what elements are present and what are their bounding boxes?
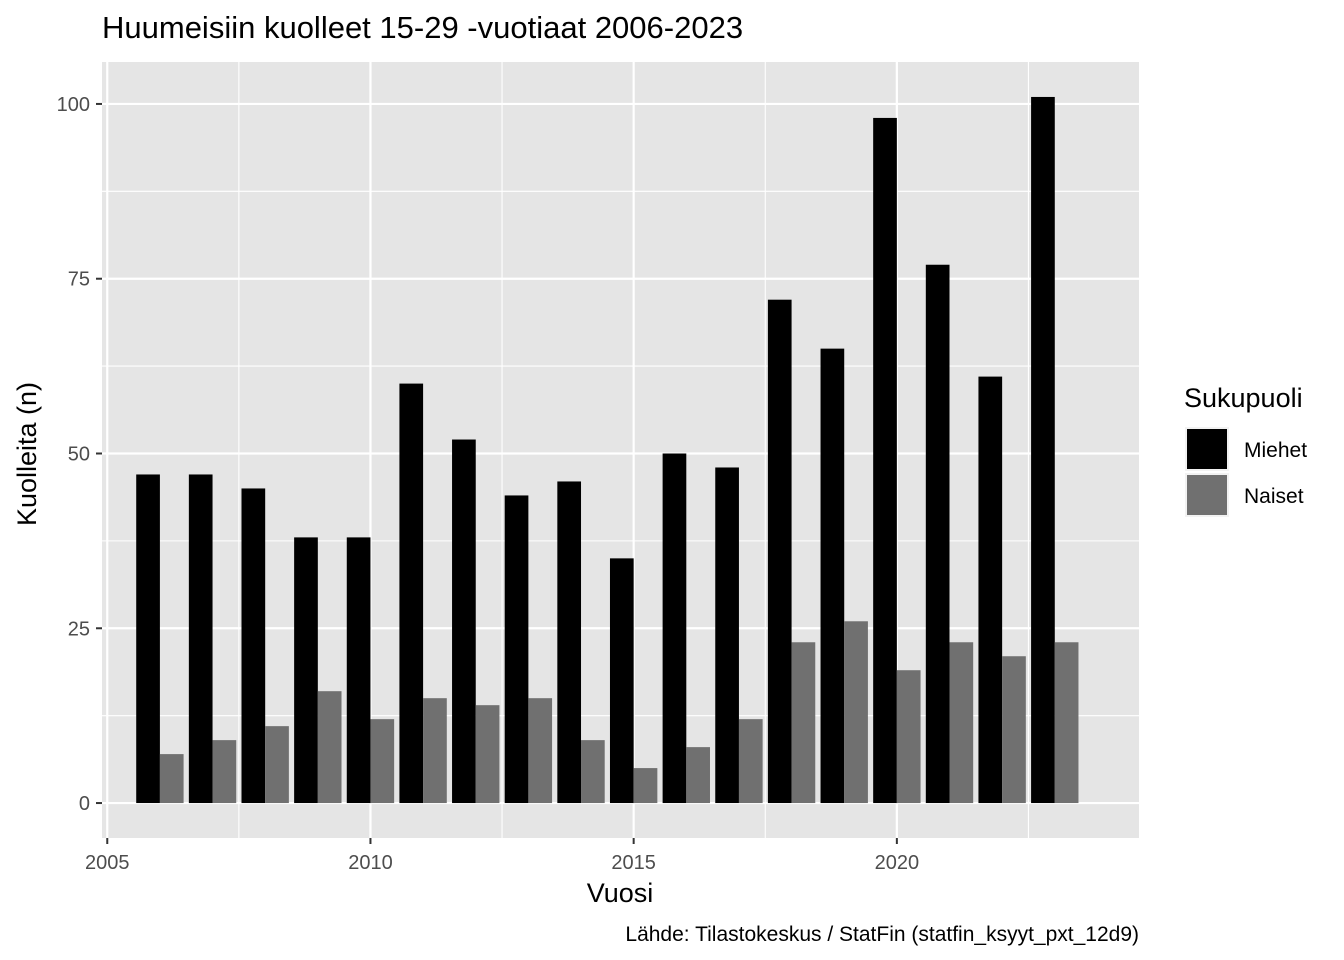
bar-miehet-2014	[557, 481, 582, 804]
bar-miehet-2021	[925, 264, 950, 804]
bar-naiset-2013	[528, 698, 553, 804]
y-tick-label: 50	[68, 443, 90, 465]
x-tick-label: 2015	[611, 852, 656, 874]
bar-miehet-2007	[188, 474, 213, 804]
y-axis: 0 25 50 75 100	[57, 94, 102, 815]
legend-label-naiset: Naiset	[1244, 485, 1304, 508]
bar-naiset-2018	[791, 642, 816, 804]
bar-miehet-2009	[294, 537, 318, 804]
y-tick-label: 25	[68, 618, 90, 640]
bar-naiset-2014	[581, 740, 605, 804]
bar-miehet-2011	[399, 383, 424, 804]
x-tick-label: 2020	[875, 852, 920, 874]
bar-miehet-2018	[767, 299, 792, 804]
bar-miehet-2013	[504, 495, 529, 804]
bars	[136, 96, 1079, 804]
bar-miehet-2019	[820, 348, 845, 804]
legend-title: Sukupuoli	[1184, 383, 1303, 413]
bar-naiset-2011	[423, 698, 447, 804]
bar-naiset-2019	[844, 621, 868, 804]
chart-title: Huumeisiin kuolleet 15-29 -vuotiaat 2006…	[102, 10, 743, 45]
bar-naiset-2015	[633, 768, 658, 804]
bar-naiset-2023	[1054, 642, 1079, 804]
bar-miehet-2006	[136, 474, 160, 804]
minor-grid	[102, 62, 1139, 838]
y-tick-label: 75	[68, 269, 90, 291]
bar-miehet-2010	[346, 537, 371, 804]
x-axis-title: Vuosi	[587, 878, 654, 908]
bar-naiset-2008	[265, 726, 289, 804]
bar-naiset-2009	[317, 691, 342, 804]
y-tick-label: 100	[57, 94, 90, 116]
bar-naiset-2007	[212, 740, 237, 804]
legend-label-miehet: Miehet	[1244, 439, 1307, 462]
bar-miehet-2008	[241, 488, 266, 804]
x-axis: 2005 2010 2015 2020	[85, 838, 919, 874]
y-tick-label: 0	[79, 793, 90, 815]
legend-swatch-miehet	[1187, 429, 1227, 469]
bar-naiset-2022	[1002, 656, 1026, 804]
bar-naiset-2021	[949, 642, 974, 804]
bar-naiset-2012	[475, 705, 500, 804]
x-tick-label: 2010	[348, 852, 393, 874]
bar-naiset-2016	[686, 747, 710, 804]
y-axis-title: Kuolleita (n)	[12, 382, 42, 526]
legend-swatch-naiset	[1187, 475, 1227, 515]
bar-miehet-2022	[978, 376, 1003, 804]
bar-miehet-2020	[873, 117, 897, 804]
bar-naiset-2010	[370, 719, 395, 804]
x-tick-label: 2005	[85, 852, 130, 874]
bar-naiset-2006	[159, 754, 184, 804]
bar-miehet-2015	[609, 558, 634, 804]
bar-naiset-2017	[738, 719, 763, 804]
bar-naiset-2020	[896, 670, 921, 804]
bar-miehet-2012	[452, 439, 476, 804]
bar-miehet-2016	[662, 453, 687, 804]
bar-miehet-2023	[1031, 96, 1055, 804]
legend: Sukupuoli Miehet Naiset	[1184, 383, 1307, 517]
source-caption: Lähde: Tilastokeskus / StatFin (statfin_…	[625, 923, 1139, 946]
bar-miehet-2017	[715, 467, 739, 804]
